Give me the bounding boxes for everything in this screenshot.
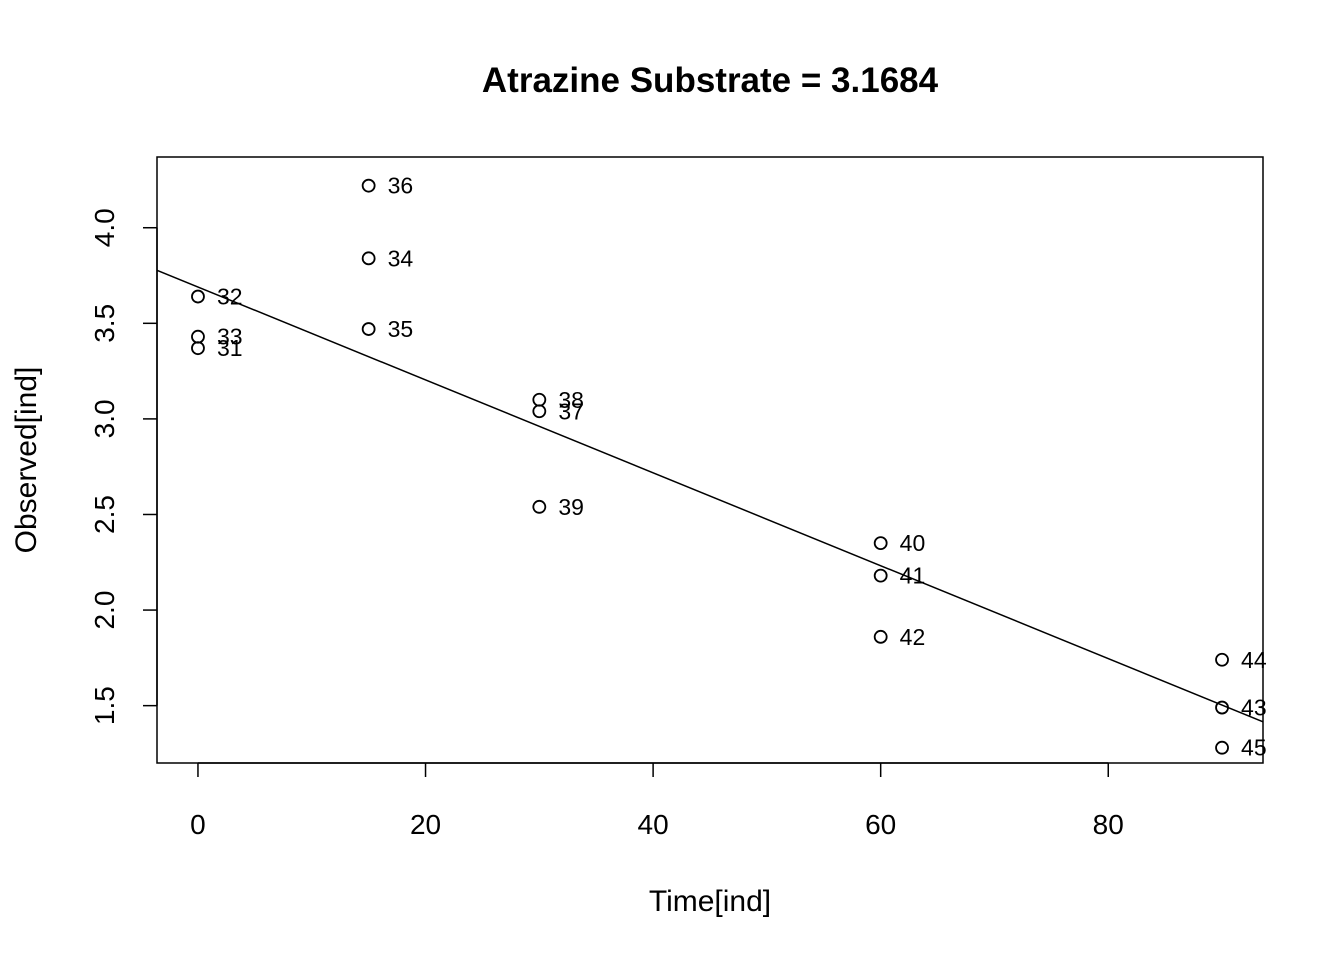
point-label: 31: [217, 335, 243, 361]
point-label: 41: [900, 563, 926, 589]
data-point: [532, 404, 547, 419]
point-label: 43: [1241, 695, 1267, 721]
data-point: [1215, 700, 1229, 715]
data-point: [191, 289, 205, 304]
plot-frame: [156, 156, 1264, 764]
data-point: [873, 568, 888, 583]
point-label: 33: [217, 324, 243, 350]
regression-line: [157, 269, 1263, 723]
data-point: [532, 392, 547, 407]
x-axis-label: Time[ind]: [649, 885, 771, 918]
y-tick-label: 2.0: [89, 591, 120, 630]
y-tick-label: 4.0: [89, 208, 120, 247]
data-point: [361, 251, 376, 266]
point-label: 36: [388, 173, 414, 199]
point-label: 44: [1241, 647, 1267, 673]
x-tick-label: 60: [865, 809, 896, 840]
data-point: [1215, 652, 1229, 667]
data-point: [873, 536, 888, 551]
point-label: 32: [217, 284, 243, 310]
y-axis: 1.5 2.0 2.5 3.0 3.5 4.0: [89, 208, 158, 725]
x-tick-label: 40: [638, 809, 669, 840]
point-label: 45: [1241, 735, 1267, 761]
y-tick-label: 2.5: [89, 495, 120, 534]
point-label: 35: [388, 316, 414, 342]
y-tick-label: 3.0: [89, 399, 120, 438]
data-point: [873, 629, 888, 644]
point-label: 38: [558, 387, 584, 413]
data-point: [191, 341, 205, 356]
chart-title: Atrazine Substrate = 3.1684: [482, 61, 939, 100]
x-tick-label: 0: [190, 809, 206, 840]
point-label: 42: [900, 624, 926, 650]
point-label: 39: [558, 494, 584, 520]
point-label: 40: [900, 530, 926, 556]
data-point: [361, 178, 376, 193]
data-point: [1215, 740, 1229, 755]
x-axis: 0 20 40 60 80: [190, 762, 1124, 840]
y-tick-label: 1.5: [89, 686, 120, 725]
y-tick-label: 3.5: [89, 304, 120, 343]
data-point: [532, 499, 547, 514]
x-tick-label: 80: [1093, 809, 1124, 840]
y-axis-label: Observed[ind]: [10, 367, 43, 554]
x-tick-label: 20: [410, 809, 441, 840]
data-point: [361, 322, 376, 336]
data-point: [191, 329, 205, 344]
point-label: 37: [558, 398, 584, 424]
point-label: 34: [388, 245, 414, 271]
